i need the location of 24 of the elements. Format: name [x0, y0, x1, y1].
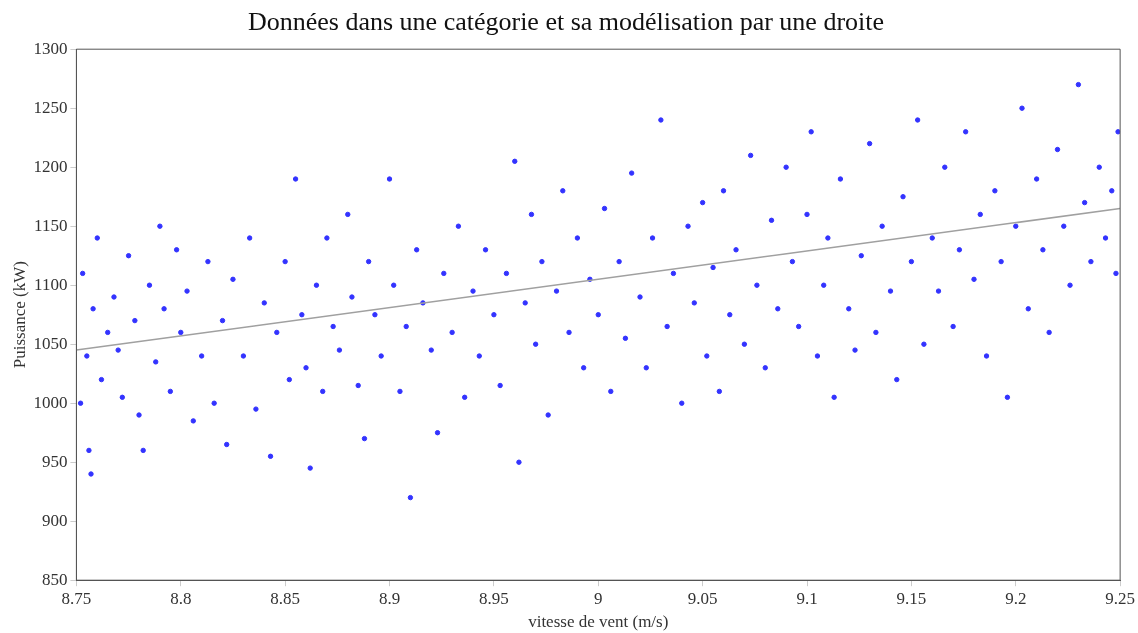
- chart-title: Données dans une catégorie et sa modélisation par une droite: [247, 7, 885, 37]
- x-tick-label: 8.8: [170, 588, 192, 608]
- x-axis-title: vitesse de vent (m/s): [528, 612, 669, 632]
- y-tick-label: 1300: [33, 38, 68, 58]
- x-tick-label: 9: [594, 588, 603, 608]
- x-tick-label: 8.85: [270, 588, 301, 608]
- y-tick-label: 1050: [33, 333, 68, 353]
- x-tick-label: 8.95: [479, 588, 509, 608]
- y-tick-label: 1100: [34, 274, 68, 294]
- x-tick-label: 9.15: [896, 588, 927, 608]
- y-tick-label: 1200: [33, 156, 68, 176]
- x-tick-label: 8.9: [378, 588, 401, 608]
- x-tick-label: 9.25: [1105, 588, 1135, 608]
- y-tick-label: 1000: [33, 392, 68, 412]
- x-tick-label: 9.05: [687, 588, 718, 608]
- y-axis-title: Puissance (kW): [9, 261, 29, 369]
- x-tick-label: 9.1: [796, 588, 818, 608]
- x-tick-label: 9.2: [1005, 588, 1027, 608]
- y-tick-label: 900: [41, 510, 68, 530]
- y-tick-label: 1250: [33, 97, 68, 117]
- y-tick-label: 850: [41, 569, 68, 589]
- y-tick-label: 1150: [34, 215, 68, 235]
- x-tick-label: 8.75: [61, 588, 92, 608]
- y-tick-label: 950: [41, 451, 68, 471]
